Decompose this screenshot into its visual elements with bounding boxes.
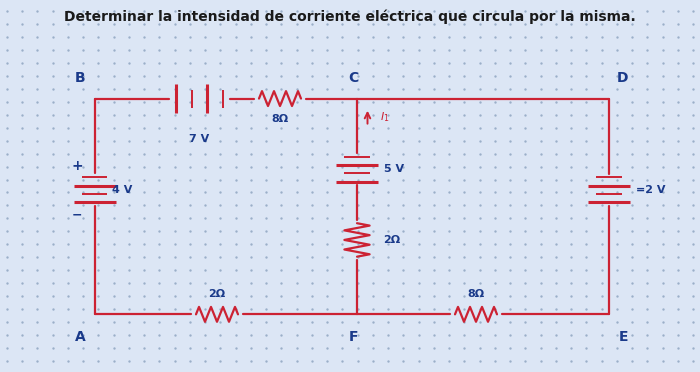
Text: 8Ω: 8Ω bbox=[272, 114, 288, 124]
Text: 8Ω: 8Ω bbox=[468, 289, 484, 299]
Text: C: C bbox=[349, 71, 358, 85]
Text: 4 V: 4 V bbox=[112, 185, 132, 195]
Text: F: F bbox=[349, 330, 358, 344]
Text: =2 V: =2 V bbox=[636, 185, 665, 195]
Text: 2Ω: 2Ω bbox=[384, 235, 400, 245]
Text: A: A bbox=[75, 330, 86, 344]
Text: Determinar la intensidad de corriente eléctrica que circula por la misma.: Determinar la intensidad de corriente el… bbox=[64, 9, 636, 24]
Text: D: D bbox=[617, 71, 629, 85]
Text: E: E bbox=[618, 330, 628, 344]
Text: 2Ω: 2Ω bbox=[209, 289, 225, 299]
Text: B: B bbox=[75, 71, 86, 85]
Text: $I_1$: $I_1$ bbox=[380, 110, 390, 124]
Text: +: + bbox=[71, 158, 83, 173]
Text: −: − bbox=[72, 209, 83, 221]
Text: 5 V: 5 V bbox=[384, 164, 404, 174]
Text: 7 V: 7 V bbox=[190, 134, 209, 144]
